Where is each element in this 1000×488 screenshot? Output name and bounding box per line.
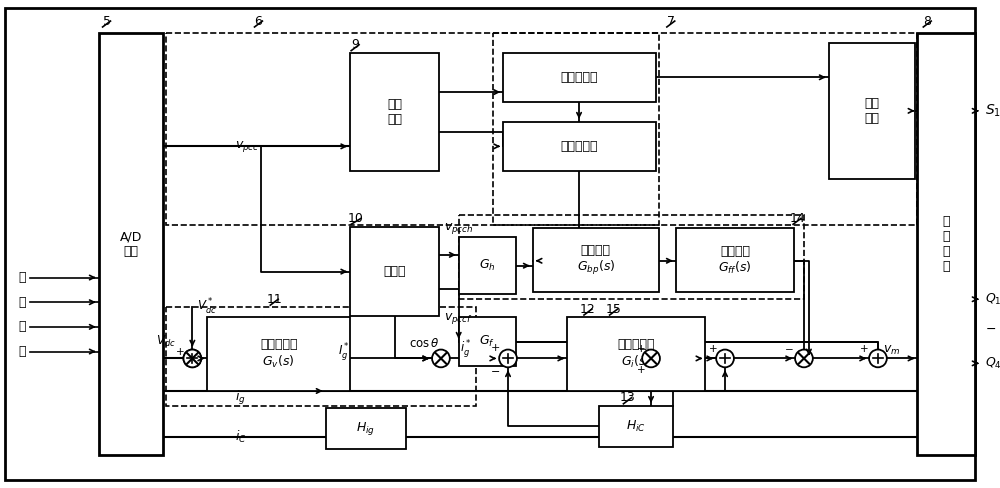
Text: +: + xyxy=(709,344,718,354)
Text: $-$: $-$ xyxy=(490,365,500,375)
Text: +: + xyxy=(860,344,868,354)
Text: $G_f$: $G_f$ xyxy=(479,334,495,349)
Text: $i_g$: $i_g$ xyxy=(235,389,245,407)
Text: +: + xyxy=(176,346,185,357)
Circle shape xyxy=(183,349,201,367)
Circle shape xyxy=(642,349,660,367)
Text: $i_C$: $i_C$ xyxy=(235,429,246,446)
Text: 并网
控制: 并网 控制 xyxy=(865,97,880,125)
Text: $G_h$: $G_h$ xyxy=(479,258,496,273)
Text: 11: 11 xyxy=(266,293,282,306)
Bar xyxy=(599,406,673,447)
Text: 7: 7 xyxy=(667,15,675,27)
Text: $\cos\theta$: $\cos\theta$ xyxy=(409,337,439,350)
Bar xyxy=(459,215,804,299)
Bar xyxy=(459,237,516,294)
Bar xyxy=(166,307,476,406)
Text: 13: 13 xyxy=(620,391,635,405)
Bar xyxy=(350,53,439,171)
Text: 自适应调节: 自适应调节 xyxy=(561,140,598,153)
Text: 脉
宽
调
制: 脉 宽 调 制 xyxy=(942,215,950,273)
Bar xyxy=(567,317,705,391)
Text: +: + xyxy=(637,365,646,375)
Text: $Q_4$: $Q_4$ xyxy=(985,356,1000,371)
Bar xyxy=(829,43,915,179)
Text: A/D
采样: A/D 采样 xyxy=(120,230,142,258)
Text: 锁相环: 锁相环 xyxy=(383,265,406,278)
Bar xyxy=(493,33,917,225)
Text: 前馈函数
$G_{ff}(s)$: 前馈函数 $G_{ff}(s)$ xyxy=(718,244,752,276)
Bar xyxy=(326,408,406,449)
Text: 功: 功 xyxy=(18,271,25,284)
Text: 14: 14 xyxy=(789,212,805,225)
Text: 12: 12 xyxy=(580,303,596,316)
Text: $v_{pcch}$: $v_{pcch}$ xyxy=(444,221,473,236)
Text: 号: 号 xyxy=(18,345,25,358)
Text: +: + xyxy=(491,343,500,352)
Text: 信: 信 xyxy=(18,320,25,333)
Text: $S_1$: $S_1$ xyxy=(985,102,1000,119)
Text: $V_{dc}^*$: $V_{dc}^*$ xyxy=(197,297,217,317)
Circle shape xyxy=(432,349,450,367)
Text: +: + xyxy=(637,344,646,354)
Text: $-$: $-$ xyxy=(784,343,794,352)
Text: 10: 10 xyxy=(347,212,363,225)
Text: $Q_1$: $Q_1$ xyxy=(985,292,1000,307)
Bar xyxy=(99,33,163,455)
Circle shape xyxy=(499,349,517,367)
Circle shape xyxy=(183,349,201,367)
Text: 谐波
检测: 谐波 检测 xyxy=(387,98,402,126)
Circle shape xyxy=(869,349,887,367)
Text: $v_{pcc}$: $v_{pcc}$ xyxy=(235,139,259,154)
Text: 8: 8 xyxy=(923,15,931,27)
Text: 15: 15 xyxy=(606,303,622,316)
Text: $H_{ig}$: $H_{ig}$ xyxy=(356,420,375,437)
Text: $V_{dc}$: $V_{dc}$ xyxy=(156,334,176,349)
Text: 6: 6 xyxy=(255,15,262,27)
Bar xyxy=(350,227,439,316)
Text: 5: 5 xyxy=(103,15,111,27)
Bar xyxy=(533,228,659,292)
Bar xyxy=(676,228,794,292)
Circle shape xyxy=(795,349,813,367)
Bar xyxy=(207,317,350,391)
Bar xyxy=(166,33,659,225)
Text: $-$: $-$ xyxy=(985,323,997,335)
Bar xyxy=(503,53,656,102)
Text: 稳定性判断: 稳定性判断 xyxy=(561,71,598,84)
Text: 带通滤波
$G_{bp}(s)$: 带通滤波 $G_{bp}(s)$ xyxy=(577,244,615,277)
Circle shape xyxy=(716,349,734,367)
Bar xyxy=(503,122,656,171)
Text: 电压调节器
$G_v(s)$: 电压调节器 $G_v(s)$ xyxy=(260,338,297,370)
Text: $v_{pccf}$: $v_{pccf}$ xyxy=(444,311,473,326)
Text: 9: 9 xyxy=(351,38,359,51)
Text: $I_g^*$: $I_g^*$ xyxy=(338,341,350,363)
Text: 率: 率 xyxy=(18,296,25,309)
Text: $H_{iC}$: $H_{iC}$ xyxy=(626,419,646,434)
Bar xyxy=(459,317,516,366)
Text: $v_m$: $v_m$ xyxy=(883,344,900,357)
Text: $i_g^*$: $i_g^*$ xyxy=(460,338,472,360)
Text: 电流调节器
$G_i(s)$: 电流调节器 $G_i(s)$ xyxy=(618,338,655,370)
Bar xyxy=(917,33,975,455)
